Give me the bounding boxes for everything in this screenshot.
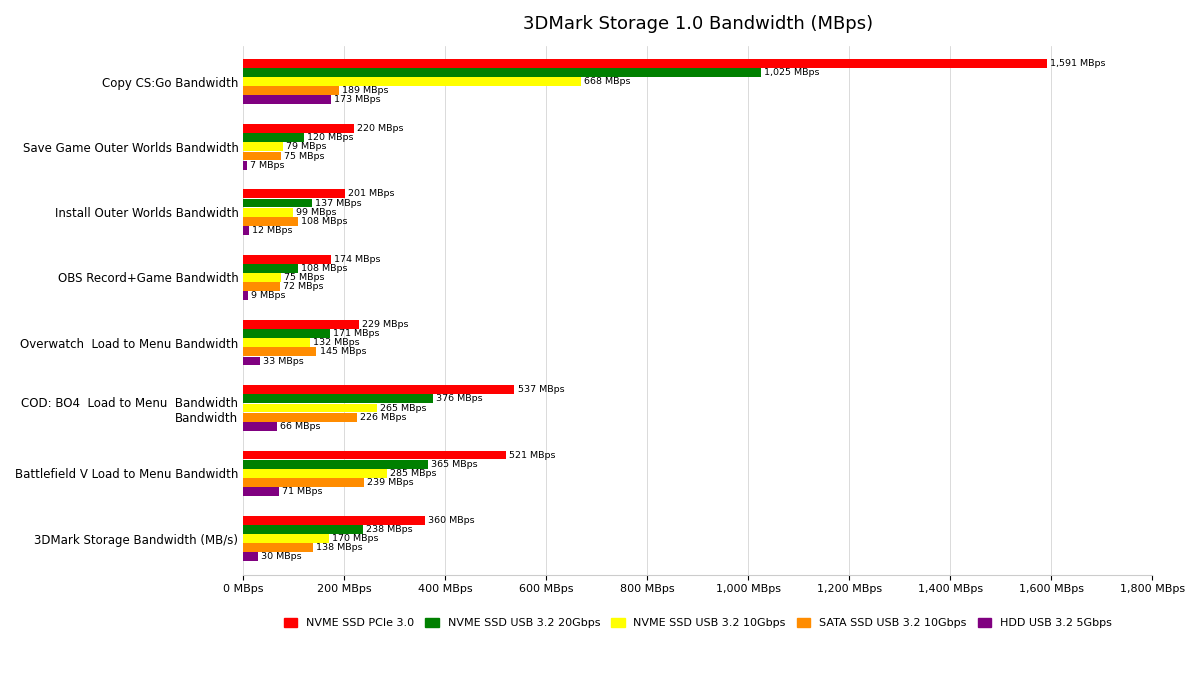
Text: 7 MBps: 7 MBps: [250, 161, 284, 169]
Text: 365 MBps: 365 MBps: [431, 460, 478, 469]
Bar: [244, 404, 377, 413]
Text: 12 MBps: 12 MBps: [252, 226, 293, 235]
Bar: [244, 422, 276, 431]
Text: 72 MBps: 72 MBps: [283, 282, 323, 291]
Text: 265 MBps: 265 MBps: [380, 404, 427, 413]
Text: 229 MBps: 229 MBps: [362, 320, 408, 329]
Bar: [244, 77, 581, 86]
Text: 537 MBps: 537 MBps: [517, 385, 564, 394]
Text: 238 MBps: 238 MBps: [366, 525, 413, 534]
Bar: [244, 86, 338, 95]
Bar: [244, 516, 425, 525]
Text: 137 MBps: 137 MBps: [316, 198, 362, 207]
Title: 3DMark Storage 1.0 Bandwidth (MBps): 3DMark Storage 1.0 Bandwidth (MBps): [523, 15, 872, 33]
Bar: [244, 291, 247, 300]
Bar: [244, 143, 283, 152]
Text: 132 MBps: 132 MBps: [313, 338, 360, 347]
Bar: [244, 553, 258, 562]
Bar: [244, 198, 312, 207]
Text: 668 MBps: 668 MBps: [583, 77, 630, 86]
Text: 145 MBps: 145 MBps: [319, 347, 366, 356]
Bar: [244, 338, 310, 347]
Bar: [244, 124, 354, 133]
Text: 521 MBps: 521 MBps: [510, 451, 556, 460]
Text: 201 MBps: 201 MBps: [348, 189, 395, 198]
Text: 138 MBps: 138 MBps: [316, 544, 362, 553]
Text: 173 MBps: 173 MBps: [334, 95, 380, 104]
Text: 9 MBps: 9 MBps: [251, 291, 286, 300]
Bar: [244, 487, 280, 496]
Bar: [244, 226, 250, 235]
Text: 226 MBps: 226 MBps: [360, 413, 407, 422]
Text: 71 MBps: 71 MBps: [282, 487, 323, 496]
Bar: [244, 208, 293, 216]
Text: 33 MBps: 33 MBps: [263, 356, 304, 366]
Bar: [244, 347, 317, 356]
Bar: [244, 534, 329, 543]
Text: 376 MBps: 376 MBps: [436, 394, 482, 404]
Bar: [244, 469, 388, 477]
Text: 285 MBps: 285 MBps: [390, 469, 437, 478]
Legend: NVME SSD PCIe 3.0, NVME SSD USB 3.2 20Gbps, NVME SSD USB 3.2 10Gbps, SATA SSD US: NVME SSD PCIe 3.0, NVME SSD USB 3.2 20Gb…: [280, 613, 1116, 633]
Text: 360 MBps: 360 MBps: [428, 516, 475, 525]
Text: 239 MBps: 239 MBps: [367, 478, 414, 487]
Text: 75 MBps: 75 MBps: [284, 273, 325, 282]
Text: 30 MBps: 30 MBps: [262, 553, 302, 562]
Bar: [244, 544, 313, 552]
Bar: [244, 264, 298, 273]
Text: 75 MBps: 75 MBps: [284, 152, 325, 161]
Bar: [244, 273, 281, 282]
Bar: [244, 68, 761, 77]
Text: 189 MBps: 189 MBps: [342, 86, 389, 95]
Text: 171 MBps: 171 MBps: [332, 329, 379, 338]
Bar: [244, 282, 280, 291]
Bar: [244, 189, 344, 198]
Text: 170 MBps: 170 MBps: [332, 534, 379, 543]
Text: 1,591 MBps: 1,591 MBps: [1050, 59, 1105, 68]
Bar: [244, 161, 247, 169]
Bar: [244, 329, 330, 338]
Bar: [244, 255, 331, 264]
Text: 108 MBps: 108 MBps: [301, 217, 347, 226]
Text: 174 MBps: 174 MBps: [334, 255, 380, 264]
Bar: [244, 451, 506, 460]
Text: 120 MBps: 120 MBps: [307, 133, 353, 142]
Bar: [244, 152, 281, 161]
Bar: [244, 96, 331, 104]
Text: 108 MBps: 108 MBps: [301, 264, 347, 273]
Bar: [244, 478, 364, 487]
Bar: [244, 133, 304, 142]
Bar: [244, 320, 359, 329]
Bar: [244, 357, 260, 365]
Text: 99 MBps: 99 MBps: [296, 207, 337, 216]
Bar: [244, 385, 515, 394]
Bar: [244, 525, 364, 534]
Bar: [244, 217, 298, 226]
Text: 220 MBps: 220 MBps: [358, 124, 404, 133]
Bar: [244, 395, 433, 403]
Text: 1,025 MBps: 1,025 MBps: [764, 68, 820, 77]
Text: 66 MBps: 66 MBps: [280, 422, 320, 431]
Text: 79 MBps: 79 MBps: [286, 143, 326, 152]
Bar: [244, 460, 427, 469]
Bar: [244, 413, 358, 422]
Bar: [244, 59, 1046, 68]
